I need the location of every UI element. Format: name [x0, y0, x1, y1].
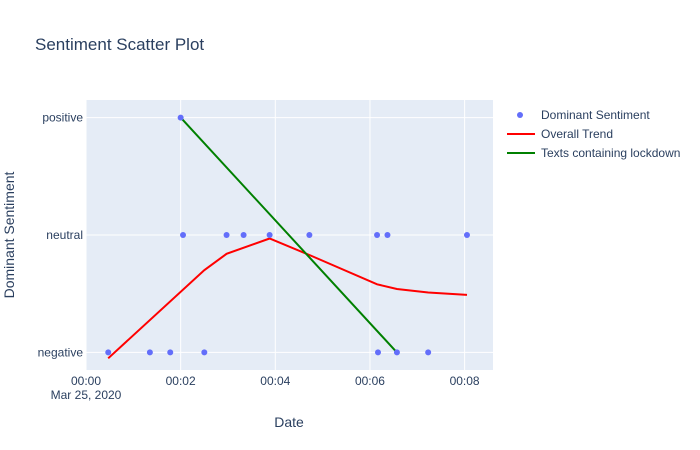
series-line-overall-trend: [107, 237, 468, 360]
data-point: [240, 232, 247, 238]
data-point: [177, 114, 184, 121]
x-axis-ticks: 00:00 00:02 00:04 00:06 00:08: [71, 374, 480, 388]
x-tick-label: 00:00: [71, 374, 101, 388]
data-point: [180, 232, 187, 238]
data-point: [374, 232, 381, 238]
data-point: [201, 349, 208, 356]
legend-item: Dominant Sentiment: [517, 108, 650, 122]
data-point: [223, 232, 230, 238]
series-layer: [105, 114, 470, 360]
legend-item: Texts containing lockdown: [507, 146, 680, 160]
data-point: [393, 349, 400, 356]
x-tick-label: 00:06: [355, 374, 385, 388]
x-axis-title: Date: [274, 414, 304, 430]
x-tick-label: 00:04: [260, 374, 290, 388]
legend-marker: [517, 112, 523, 118]
data-point: [105, 349, 112, 356]
series-line-texts-containing-lockdown: [179, 116, 398, 354]
legend: Dominant Sentiment Overall Trend Texts con…: [507, 108, 680, 160]
data-point: [425, 349, 432, 356]
x-axis-date-label: Mar 25, 2020: [51, 388, 122, 402]
legend-label: Overall Trend: [541, 127, 613, 141]
y-tick-label-negative: negative: [38, 345, 84, 359]
data-point: [266, 232, 273, 238]
legend-item: Overall Trend: [507, 127, 613, 141]
y-axis-title: Dominant Sentiment: [1, 171, 17, 298]
x-tick-label: 00:08: [450, 374, 480, 388]
data-point: [167, 349, 174, 356]
data-point: [306, 232, 313, 238]
legend-label: Texts containing lockdown: [541, 146, 680, 160]
data-point: [146, 349, 153, 356]
y-axis-ticks: negative neutral positive: [38, 111, 84, 360]
chart-title: Sentiment Scatter Plot: [35, 35, 204, 54]
data-point: [384, 232, 391, 238]
data-point: [374, 349, 381, 356]
x-tick-label: 00:02: [166, 374, 196, 388]
y-tick-label-neutral: neutral: [46, 228, 83, 242]
legend-label: Dominant Sentiment: [541, 108, 650, 122]
data-point: [463, 232, 470, 238]
y-tick-label-positive: positive: [42, 111, 83, 125]
